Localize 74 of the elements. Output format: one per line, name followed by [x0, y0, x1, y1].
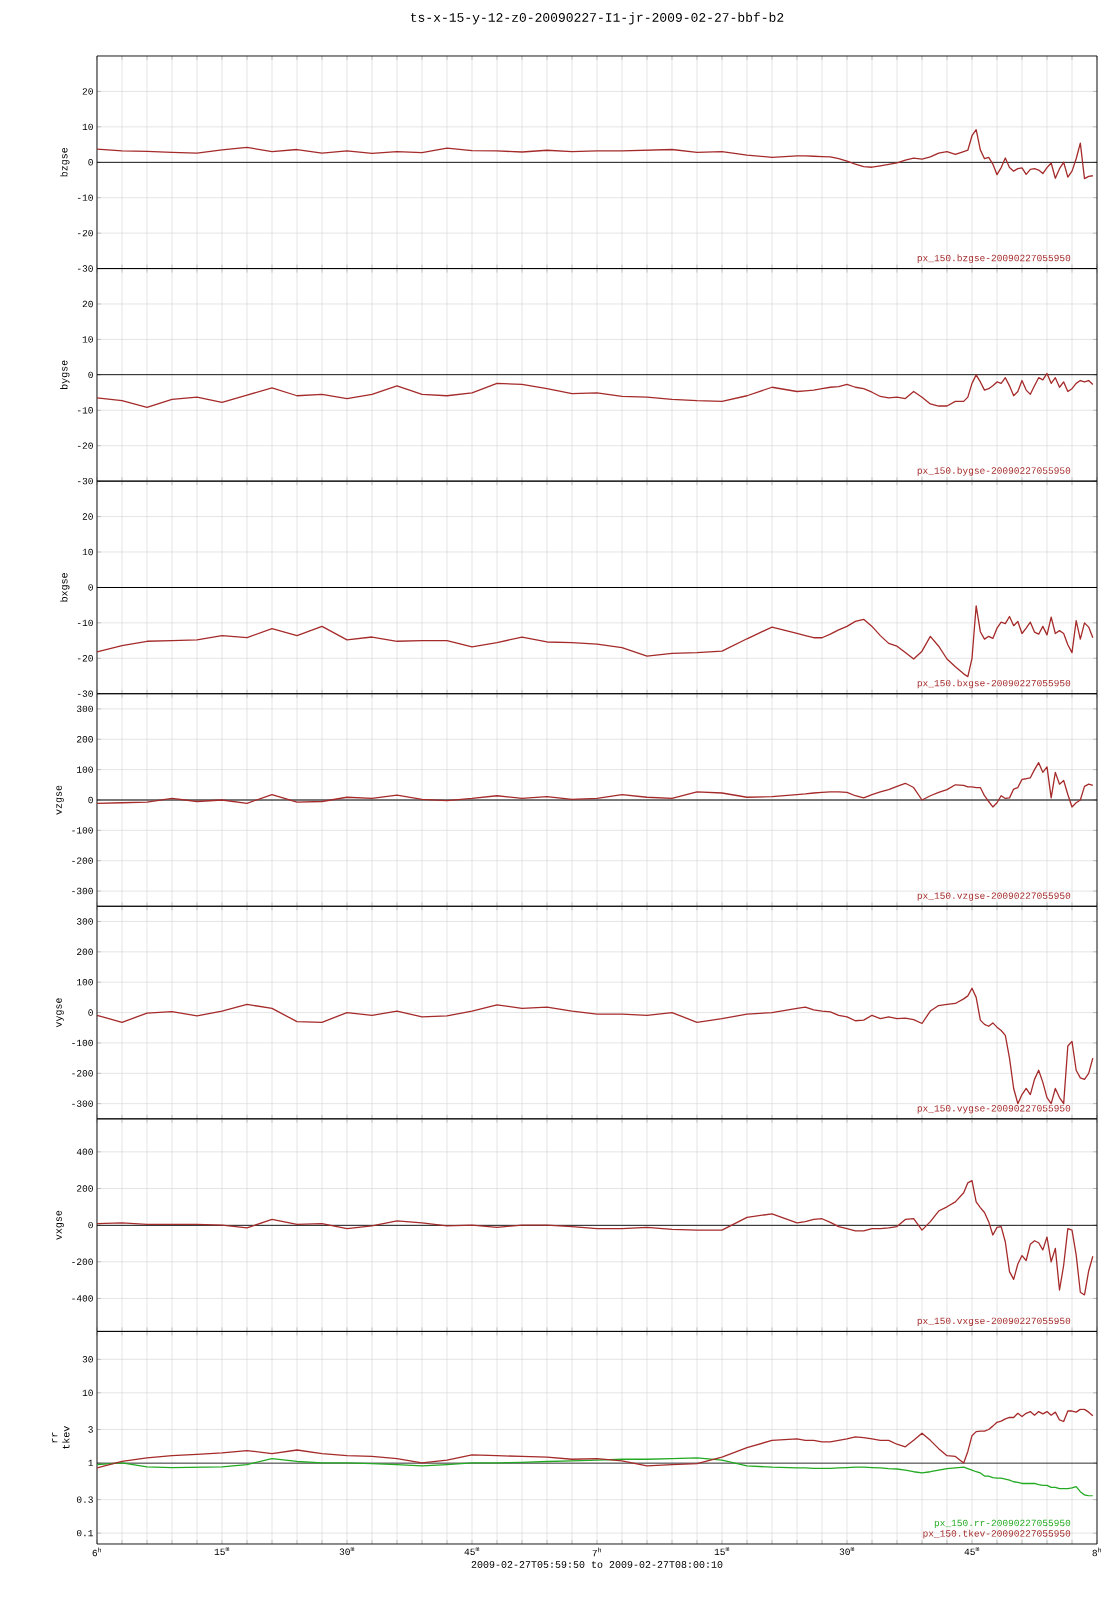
- y-tick-label: -100: [72, 1039, 93, 1047]
- y-axis-title: vygse: [56, 998, 64, 1028]
- y-tick-label: 10: [82, 336, 93, 343]
- line-series: [97, 372, 1094, 409]
- y-tick-label: -200: [72, 1258, 93, 1266]
- y-axis-title: vxgse: [56, 1210, 64, 1240]
- y-tick-label: 400: [76, 1148, 93, 1156]
- text: px_150.bzgse-20090227055950: [917, 254, 1071, 264]
- y-tick-label: -20: [77, 229, 93, 237]
- x-axis-title: 2009-02-27T05:59:50 to 2009-02-27T08:00:10: [471, 1561, 723, 1568]
- x-tick-label: 30$^{m}$: [339, 1547, 355, 1556]
- line-series: [97, 761, 1094, 808]
- y-tick-label: -10: [77, 407, 93, 414]
- y-axis-title: rr tkev: [52, 1426, 70, 1449]
- y-tick-label: 100: [77, 766, 93, 773]
- y-tick-label: 0: [88, 1009, 93, 1016]
- x-tick-label: 15$^{m}$: [214, 1547, 230, 1556]
- line-series: [97, 605, 1094, 678]
- text: px_150.vzgse-20090227055950: [917, 892, 1071, 901]
- x-tick-label: 6$^{h}$: [92, 1547, 102, 1557]
- y-axis-title: bygse: [60, 360, 70, 389]
- y-tick-label: 10: [82, 123, 93, 131]
- chart-title: ts-x-15-y-12-z0-20090227-I1-jr-2009-02-27-bbf-b2: [410, 12, 784, 25]
- y-tick-label: -20: [77, 442, 93, 449]
- text: px_150.bygse-20090227055950: [917, 466, 1071, 476]
- x-tick-label: 15$^{m}$: [714, 1547, 730, 1556]
- y-tick-label: 0: [88, 796, 93, 804]
- y-tick-label: -400: [72, 1295, 93, 1302]
- y-tick-label: 1: [88, 1459, 93, 1467]
- y-axis-title: bzgse: [60, 147, 70, 177]
- y-tick-label: 20: [82, 300, 93, 308]
- y-tick-label: -300: [72, 1100, 93, 1107]
- y-tick-label: 300: [76, 918, 93, 925]
- y-tick-label: -30: [77, 477, 93, 485]
- y-tick-label: 30: [82, 1356, 93, 1363]
- y-tick-label: 20: [82, 513, 93, 520]
- text: px_150.vxgse-20090227055950: [917, 1317, 1071, 1326]
- y-tick-label: 0.3: [76, 1496, 93, 1503]
- y-tick-label: 100: [77, 978, 93, 986]
- x-tick-label: 7$^{h}$: [592, 1547, 602, 1557]
- x-tick-label: 45$^{m}$: [964, 1547, 980, 1556]
- y-tick-label: 20: [82, 88, 93, 95]
- y-tick-label: 10: [82, 1389, 93, 1397]
- y-tick-label: -30: [77, 690, 93, 697]
- y-tick-label: 200: [77, 1185, 93, 1192]
- y-tick-label: -30: [77, 265, 93, 272]
- y-tick-label: 10: [82, 548, 93, 556]
- y-axis-title: bxgse: [60, 573, 70, 602]
- line-series: [97, 987, 1094, 1105]
- y-tick-label: -10: [77, 619, 93, 627]
- series-label: px_150.vygse-20090227055950: [917, 1105, 1071, 1114]
- line-series: [97, 1408, 1094, 1469]
- y-tick-label: -200: [72, 857, 93, 864]
- y-tick-label: 0: [88, 371, 93, 379]
- y-tick-label: 0: [88, 159, 93, 166]
- x-tick-label: 8$^{h}$: [1092, 1547, 1102, 1557]
- y-tick-label: -300: [72, 887, 93, 895]
- text: px_150.rr-20090227055950: [934, 1519, 1071, 1529]
- y-tick-label: 0: [88, 584, 93, 591]
- text: px_150.bxgse-20090227055950: [917, 679, 1071, 689]
- y-tick-label: 200: [77, 948, 93, 956]
- y-tick-label: -100: [72, 827, 93, 834]
- y-tick-label: 0: [88, 1221, 93, 1229]
- y-tick-label: -20: [77, 655, 93, 662]
- x-tick-label: 45$^{m}$: [464, 1547, 480, 1556]
- x-tick-label: 30$^{m}$: [839, 1547, 855, 1556]
- y-tick-label: -10: [77, 194, 93, 201]
- y-tick-label: 300: [76, 705, 93, 713]
- text: px_150.tkev-20090227055950: [923, 1529, 1071, 1539]
- y-tick-label: 3: [88, 1426, 93, 1433]
- y-tick-label: -200: [72, 1070, 93, 1077]
- y-tick-label: 200: [77, 736, 93, 743]
- y-axis-title: vzgse: [56, 785, 64, 815]
- y-tick-label: 0.1: [76, 1529, 93, 1537]
